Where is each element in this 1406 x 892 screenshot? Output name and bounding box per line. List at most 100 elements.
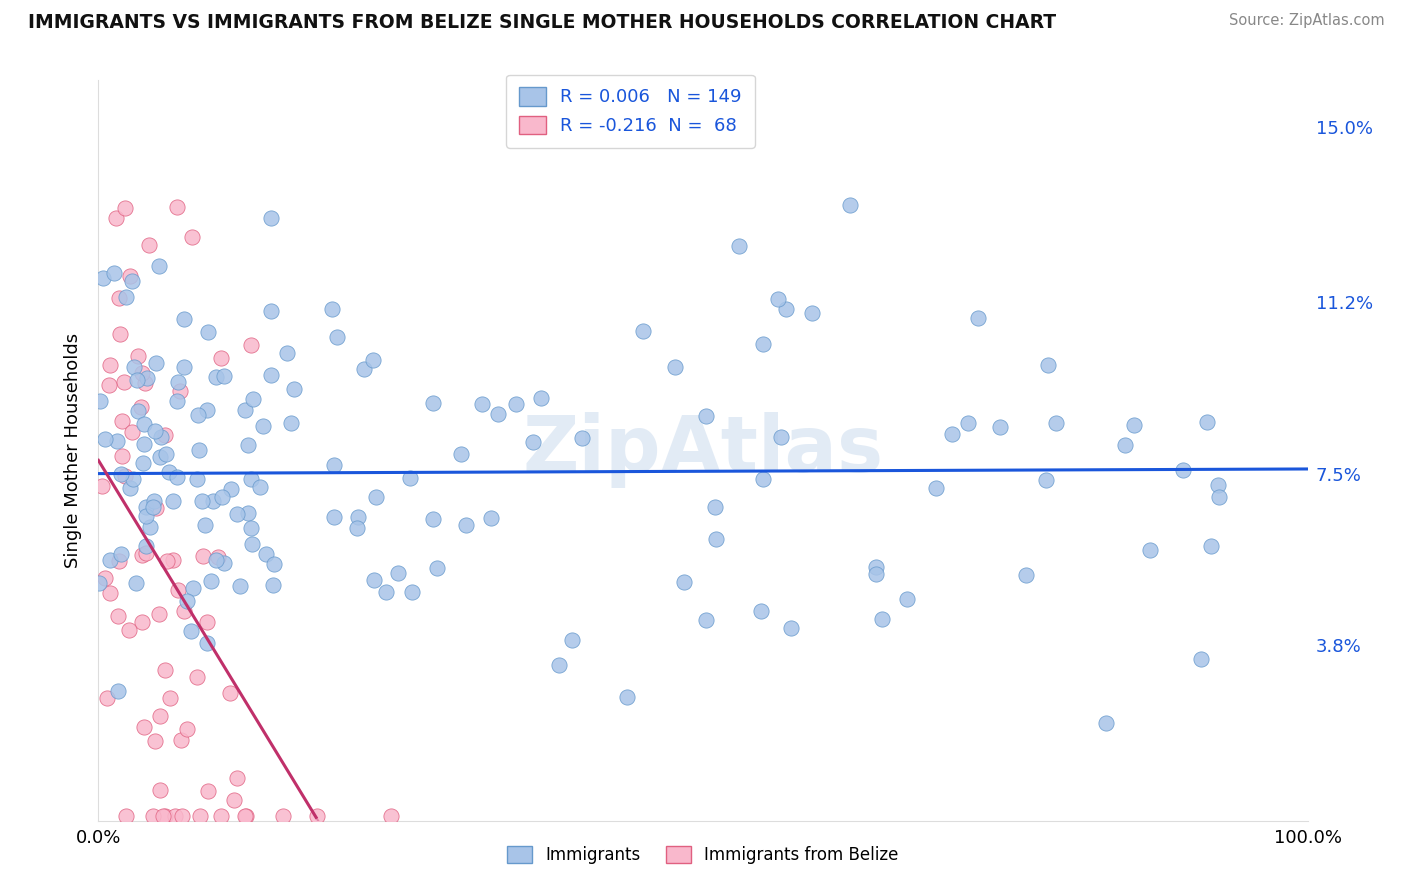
Point [114,290,136,304]
Point [110,467,132,481]
Point [143,733,166,747]
Point [195,615,218,629]
Point [361,352,384,367]
Point [173,360,195,375]
Point [131,615,153,629]
Point [470,397,492,411]
Point [752,337,775,351]
Point [486,407,509,421]
Point [139,520,162,534]
Point [120,481,142,495]
Point [163,809,186,823]
Point [145,356,167,370]
Point [239,338,262,352]
Point [181,581,204,595]
Point [150,430,173,444]
Point [142,500,165,514]
Point [127,404,149,418]
Point [194,518,217,533]
Point [1199,539,1222,553]
Point [214,368,236,383]
Point [159,691,181,706]
Point [191,549,214,564]
Point [195,403,218,417]
Point [695,409,717,423]
Point [1171,463,1194,477]
Point [108,554,131,568]
Point [142,809,165,823]
Point [399,470,422,484]
Point [728,238,751,252]
Point [173,605,195,619]
Point [571,431,593,445]
Point [115,809,138,823]
Point [136,371,159,385]
Point [186,472,208,486]
Point [127,350,149,364]
Point [925,481,948,495]
Point [212,556,235,570]
Point [105,211,128,225]
Point [107,683,129,698]
Point [1014,567,1036,582]
Point [155,663,177,677]
Point [94,432,117,446]
Point [125,373,148,387]
Point [121,425,143,440]
Point [152,809,174,823]
Point [346,521,368,535]
Point [387,566,409,581]
Point [190,809,212,823]
Point [530,391,553,405]
Point [98,553,121,567]
Point [870,611,893,625]
Point [1122,417,1144,432]
Point [107,291,129,305]
Point [138,238,160,252]
Point [135,500,157,515]
Point [186,670,208,684]
Point [157,465,180,479]
Point [114,469,136,483]
Point [107,434,129,448]
Point [149,709,172,723]
Point [87,576,110,591]
Text: IMMIGRANTS VS IMMIGRANTS FROM BELIZE SINGLE MOTHER HOUSEHOLDS CORRELATION CHART: IMMIGRANTS VS IMMIGRANTS FROM BELIZE SIN… [28,13,1056,32]
Point [235,809,257,823]
Point [218,686,240,700]
Point [111,450,134,464]
Point [321,302,343,317]
Point [145,424,167,438]
Point [326,329,349,343]
Point [132,417,155,431]
Point [131,400,153,414]
Point [240,537,263,551]
Point [167,376,190,390]
Point [375,585,398,599]
Point [305,809,328,823]
Point [225,507,247,521]
Point [180,624,202,638]
Point [187,443,209,458]
Y-axis label: Single Mother Households: Single Mother Households [63,333,82,568]
Point [209,351,232,365]
Point [135,509,157,524]
Point [91,271,114,285]
Point [153,809,176,823]
Point [561,632,583,647]
Point [262,578,284,592]
Point [276,346,298,360]
Point [522,435,544,450]
Point [131,366,153,380]
Point [704,533,727,547]
Point [752,472,775,486]
Point [204,553,226,567]
Point [673,575,696,590]
Point [896,592,918,607]
Point [148,260,170,274]
Point [260,303,283,318]
Point [548,657,571,672]
Point [149,450,172,464]
Point [263,557,285,571]
Point [450,447,472,461]
